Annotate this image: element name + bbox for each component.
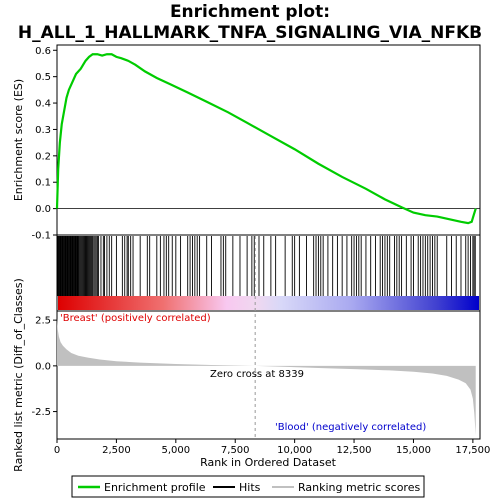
metric-y-tick-label: -2.5: [31, 407, 51, 418]
metric-x-tick-label: 2,500: [102, 445, 131, 456]
enrichment-score-panel: -0.1 0.0 0.1 0.2 0.3 0.4 0.5 0.6 Enrichment sco…: [12, 44, 481, 242]
metric-y-axis-ticks: 2.5 0.0 -2.5: [31, 316, 57, 418]
metric-y-axis-label: Ranked list metric (Diff_of_Classes): [12, 278, 25, 472]
legend-metric-label: Ranking metric scores: [298, 481, 420, 494]
legend-hits-label: Hits: [239, 481, 261, 494]
negative-correlation-label: 'Blood' (negatively correlated): [275, 422, 426, 433]
es-y-axis-ticks: -0.1 0.0 0.1 0.2 0.3 0.4 0.5 0.6: [31, 46, 57, 242]
legend-box: [71, 475, 425, 498]
metric-y-tick-label: 0.0: [35, 361, 51, 372]
correlation-color-bar: [58, 296, 479, 310]
zero-cross-label: Zero cross at 8339: [210, 369, 304, 380]
enrichment-profile-line: [55, 53, 477, 225]
ranked-metric-panel: 2.5 0.0 -2.5 0 2,500 5,000 7,500 10,000 12,500 1…: [12, 236, 490, 472]
metric-x-axis-ticks: 0 2,500 5,000 7,500 10,000 12,500 15,000 17,500: [54, 439, 490, 456]
es-y-tick-label: 0.6: [35, 46, 51, 57]
positive-correlation-label: 'Breast' (positively correlated): [60, 313, 211, 324]
hits-panel: [56, 234, 481, 312]
metric-x-tick-label: 17,500: [455, 445, 490, 456]
metric-x-tick-label: 5,000: [161, 445, 190, 456]
es-y-tick-label: 0.3: [35, 125, 51, 136]
es-y-tick-label: 0.1: [35, 178, 51, 189]
es-y-tick-label: 0.0: [35, 204, 51, 215]
es-y-tick-label: 0.5: [35, 72, 51, 83]
metric-plot-frame: [56, 310, 481, 440]
es-y-tick-label: 0.4: [35, 99, 51, 110]
legend: Enrichment profile Hits Ranking metric s…: [71, 475, 425, 498]
metric-x-tick-label: 10,000: [277, 445, 312, 456]
metric-x-tick-label: 7,500: [221, 445, 250, 456]
es-y-tick-label: 0.2: [35, 151, 51, 162]
chart-title-line1: Enrichment plot:: [170, 2, 330, 22]
metric-x-tick-label: 15,000: [396, 445, 431, 456]
es-y-axis-label: Enrichment score (ES): [12, 79, 25, 201]
metric-y-tick-label: 2.5: [35, 316, 51, 327]
es-plot-frame: [56, 44, 481, 236]
metric-x-tick-label: 0: [54, 445, 60, 456]
hit-lines-group: [56, 236, 476, 296]
es-y-tick-label: -0.1: [31, 231, 51, 242]
chart-title-line2: H_ALL_1_HALLMARK_TNFA_SIGNALING_VIA_NFKB: [18, 23, 482, 43]
metric-x-axis-label: Rank in Ordered Dataset: [200, 456, 337, 469]
metric-x-tick-label: 12,500: [337, 445, 372, 456]
legend-enrichment-label: Enrichment profile: [104, 481, 206, 494]
